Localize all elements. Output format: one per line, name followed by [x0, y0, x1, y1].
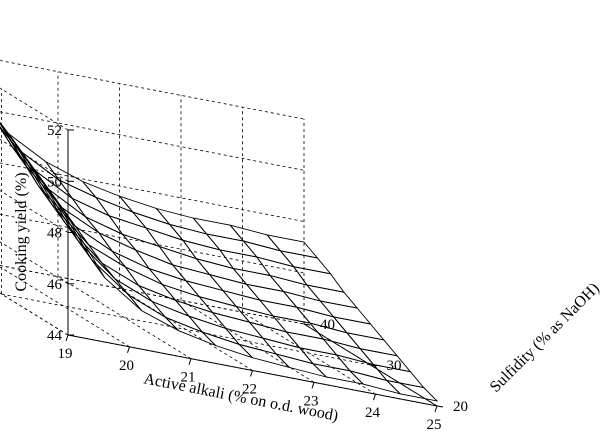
surface-patch: [198, 295, 251, 323]
surface-patch: [282, 290, 335, 318]
surface-patch: [54, 198, 106, 279]
surface-patch: [165, 316, 216, 346]
surface-patch: [208, 273, 262, 301]
x-tick-mark: [434, 405, 438, 413]
chart-ticks: 44 46 48 50 52 25 24 23 22 21 20 19 20 30 40: [47, 123, 468, 433]
z-tick-label: 48: [47, 226, 62, 242]
x-tick-label: 20: [119, 358, 134, 374]
surface-patch: [228, 224, 282, 252]
surface-patch: [201, 331, 253, 359]
z-tick-label: 50: [47, 174, 62, 190]
surface-patch: [232, 267, 285, 293]
y-tick-mark: [370, 364, 377, 367]
y-tick-label: 40: [320, 317, 335, 333]
sidewall-gridline-z: [0, 241, 69, 285]
surface-patch: [332, 316, 385, 341]
surface-patch: [261, 337, 315, 365]
surface-patch: [218, 249, 272, 277]
x-tick-mark: [65, 334, 69, 342]
x-tick-mark: [373, 394, 376, 401]
surface-patch: [195, 257, 248, 286]
surface-patch: [171, 264, 225, 292]
floor-gridline-x: [0, 292, 69, 336]
x-tick-mark: [250, 370, 253, 377]
surface-patch: [128, 294, 180, 332]
surface-patch: [359, 348, 412, 373]
floor-gridline-y: [0, 265, 305, 325]
x-tick-mark: [188, 358, 192, 365]
backwall-gridline-z: [0, 162, 305, 222]
z-tick-label: 46: [47, 277, 63, 293]
sidewall-gridline-z: [0, 138, 69, 182]
surface-patch: [124, 265, 177, 301]
surface-patch: [268, 274, 322, 302]
surface-patch: [292, 266, 345, 293]
surface-patch: [184, 280, 238, 308]
z-axis-label: Cooking yield (%): [13, 172, 30, 291]
z-tick-label: 44: [47, 328, 63, 344]
x-tick-label: 24: [365, 405, 381, 421]
surface-patch: [285, 331, 338, 356]
chart-surface: [0, 121, 439, 402]
x-tick-label: 23: [304, 393, 319, 409]
surface-patch: [305, 284, 359, 309]
surface-patch: [121, 233, 174, 266]
surface-patch: [271, 315, 325, 340]
surface-patch: [242, 240, 295, 268]
surface-patch: [245, 283, 298, 308]
surface-patch: [224, 327, 278, 355]
surface-patch: [205, 233, 258, 258]
surface-patch: [0, 122, 36, 172]
surface-patch: [82, 181, 134, 213]
y-tick-mark: [436, 405, 444, 408]
floor-gridline-x: [57, 276, 192, 360]
surface-patch: [91, 259, 143, 312]
surface-patch: [144, 227, 198, 260]
surface-patch: [211, 311, 265, 339]
y-tick-label: 20: [453, 399, 468, 415]
surface-patch: [77, 240, 129, 296]
x-tick-label: 21: [181, 370, 196, 386]
x-tick-label: 22: [242, 382, 257, 398]
floor-gridline-x: [180, 299, 315, 383]
y-tick-mark: [303, 323, 311, 326]
surface-patch: [311, 362, 365, 385]
surface-patch: [308, 322, 362, 350]
sidewall-gridline-z: [0, 87, 69, 131]
x-tick-label: 19: [58, 346, 73, 362]
surface-patch: [258, 299, 312, 324]
surface-patch: [138, 285, 190, 317]
x-tick-label: 25: [427, 417, 442, 433]
backwall-gridline-z: [0, 111, 305, 171]
surface-patch: [192, 217, 245, 242]
surface-patch: [298, 347, 352, 372]
surface-patch: [114, 278, 166, 318]
surface-patch: [279, 250, 332, 275]
sidewall-gridline-z: [0, 190, 69, 233]
y-axis-label: Sulfidity (% as NaOH): [487, 280, 603, 396]
x-tick-mark: [127, 346, 130, 353]
backwall-gridline-z: [0, 60, 305, 120]
surface-patch: [151, 301, 203, 333]
surface-patch: [335, 354, 389, 382]
surface-patch: [345, 332, 399, 357]
surface-patch: [248, 321, 301, 349]
surface-patch: [221, 289, 275, 317]
surface-patch: [168, 223, 222, 251]
backwall-gridline-z: [0, 213, 305, 274]
x-tick-mark: [311, 382, 315, 389]
backwall-gridline-z: [0, 265, 305, 325]
z-tick-label: 52: [47, 123, 62, 139]
sidewall-gridline-z: [0, 292, 69, 336]
chart-grid: [0, 60, 438, 407]
surface-patch: [265, 234, 319, 259]
surface-patch: [255, 256, 309, 286]
surface-patch: [155, 207, 208, 235]
floor-gridline-y: [1, 293, 371, 366]
surface-patch: [0, 121, 23, 153]
y-tick-label: 30: [387, 358, 402, 374]
